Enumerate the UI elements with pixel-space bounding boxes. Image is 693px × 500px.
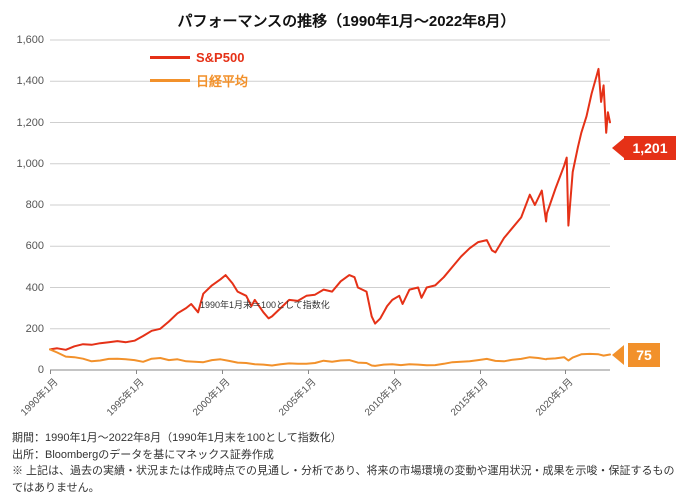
legend-label-nikkei: 日経平均 xyxy=(196,71,248,90)
footer-line-3: ※ 上記は、過去の実績・状況または作成時点での見通し・分析であり、将来の市場環境… xyxy=(12,463,681,496)
legend: S&P500 日経平均 xyxy=(150,50,248,96)
chart-area: 02004006008001,0001,2001,4001,600 1990年1… xyxy=(0,0,693,430)
index-note: 1990年1月末＝100として指数化 xyxy=(200,298,330,311)
legend-swatch-nikkei xyxy=(150,79,190,82)
callout-sp500-value: 1,201 xyxy=(632,140,667,156)
line-series xyxy=(50,40,610,370)
legend-item-nikkei: 日経平均 xyxy=(150,71,248,90)
footer-notes: 期間：1990年1月～2022年8月（1990年1月末を100として指数化） 出… xyxy=(12,430,681,496)
callout-sp500: 1,201 xyxy=(624,135,676,161)
footer-line-1: 期間：1990年1月～2022年8月（1990年1月末を100として指数化） xyxy=(12,430,681,447)
callout-nikkei: 75 xyxy=(624,343,664,367)
legend-swatch-sp500 xyxy=(150,56,190,59)
plot-area xyxy=(50,40,610,370)
legend-label-sp500: S&P500 xyxy=(196,50,244,65)
callout-nikkei-value: 75 xyxy=(636,347,652,363)
legend-item-sp500: S&P500 xyxy=(150,50,248,65)
chart-container: パフォーマンスの推移（1990年1月～2022年8月） 020040060080… xyxy=(0,0,693,500)
footer-line-2: 出所：Bloombergのデータを基にマネックス証券作成 xyxy=(12,447,681,464)
